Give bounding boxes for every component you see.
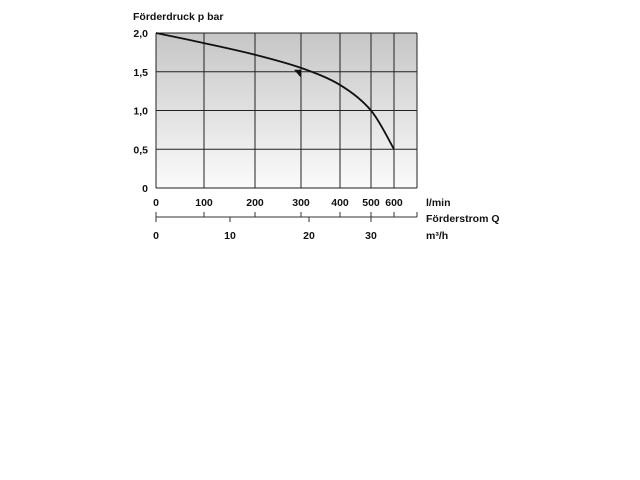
- x-tick-label: 400: [331, 197, 349, 209]
- x2-tick-label: 30: [365, 230, 377, 242]
- y-tick-label: 2,0: [133, 28, 148, 40]
- x2-tick-label: 10: [224, 230, 236, 242]
- y-axis-label: Förderdruck p bar: [133, 11, 223, 23]
- x-unit-primary: l/min: [426, 197, 451, 209]
- x-unit-secondary: m³/h: [426, 230, 448, 242]
- y-tick-label: 0: [142, 183, 148, 195]
- y-tick-label: 1,5: [133, 67, 148, 79]
- x-tick-label: 500: [362, 197, 380, 209]
- triangle-marker: [294, 69, 301, 78]
- x2-tick-label: 0: [153, 230, 159, 242]
- x-tick-label: 300: [292, 197, 310, 209]
- y-tick-label: 0,5: [133, 144, 148, 156]
- x-tick-label: 100: [195, 197, 213, 209]
- x2-tick-label: 20: [303, 230, 315, 242]
- x-tick-label: 200: [246, 197, 264, 209]
- y-tick-label: 1,0: [133, 106, 148, 118]
- series-line: [155, 32, 395, 150]
- x-tick-label: 0: [153, 197, 159, 209]
- x-tick-label: 600: [385, 197, 403, 209]
- x-axis-label: Förderstrom Q: [426, 213, 500, 225]
